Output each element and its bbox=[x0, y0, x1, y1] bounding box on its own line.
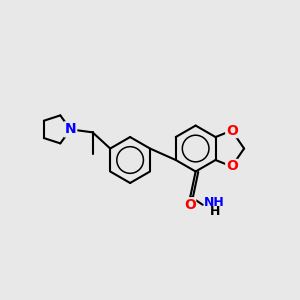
Text: O: O bbox=[226, 124, 238, 138]
Text: NH: NH bbox=[204, 196, 225, 209]
Text: N: N bbox=[65, 122, 76, 136]
Text: H: H bbox=[210, 205, 220, 218]
Text: O: O bbox=[226, 160, 238, 173]
Text: O: O bbox=[184, 198, 196, 212]
